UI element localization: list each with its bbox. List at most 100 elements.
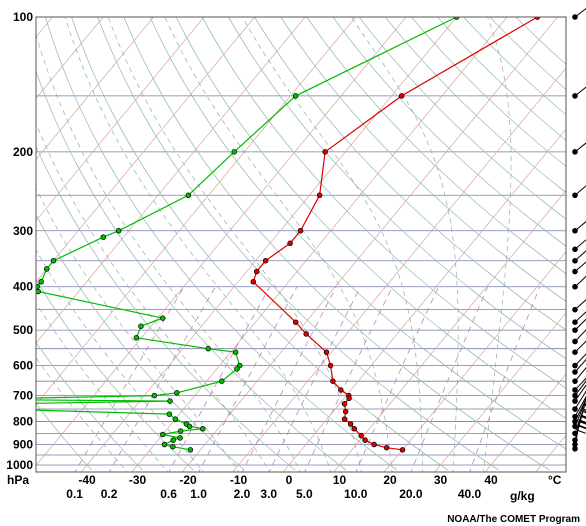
moist-adiabat-line bbox=[107, 17, 362, 472]
wind-barb-flag bbox=[582, 409, 586, 412]
dewpoint-point bbox=[138, 323, 144, 329]
pressure-tick-label: 500 bbox=[13, 323, 33, 337]
dewpoint-point bbox=[133, 335, 140, 341]
dry-adiabat-line bbox=[149, 17, 566, 450]
mixing-ratio-line bbox=[198, 286, 298, 472]
dry-adiabat-line bbox=[123, 17, 550, 471]
temperature-point bbox=[262, 257, 269, 264]
temperature-tick-label: 20 bbox=[383, 473, 397, 487]
wind-barb-station bbox=[572, 445, 578, 452]
wind-barb-staff bbox=[574, 185, 586, 196]
dewpoint-point bbox=[4, 401, 9, 406]
dewpoint-point bbox=[151, 392, 158, 399]
wind-barb bbox=[572, 311, 586, 325]
dewpoint-point bbox=[115, 228, 122, 234]
chart-grid bbox=[36, 17, 566, 472]
mixing-ratio-tick-label: 2.0 bbox=[234, 487, 251, 501]
temperature-point bbox=[253, 268, 260, 275]
wind-barb-flag bbox=[583, 403, 586, 406]
dewpoint-point bbox=[187, 447, 194, 453]
wind-barb-staff bbox=[574, 340, 586, 353]
mixing-ratio-tick-label: 0.2 bbox=[101, 487, 118, 501]
temperature-point bbox=[292, 319, 299, 325]
dewpoint-point bbox=[234, 366, 240, 372]
moist-adiabat-line bbox=[36, 121, 271, 472]
wind-barb-flag bbox=[579, 420, 586, 424]
dewpoint-point bbox=[200, 425, 206, 432]
moist-adiabat-line bbox=[241, 17, 423, 472]
wind-barb bbox=[572, 384, 586, 404]
moist-adiabat-line bbox=[36, 357, 128, 472]
wind-barb bbox=[572, 221, 586, 234]
wind-barb bbox=[572, 340, 586, 355]
mixing-ratio-tick-label: 10.0 bbox=[344, 487, 368, 501]
mixing-ratio-tick-label: 0.6 bbox=[160, 487, 177, 501]
temperature-tick-label: 10 bbox=[333, 473, 347, 487]
dry-adiabat-line bbox=[358, 17, 566, 220]
dry-adiabat-line bbox=[437, 17, 566, 141]
moist-adiabat-line bbox=[36, 187, 240, 472]
dry-adiabat-line bbox=[36, 70, 347, 471]
temperature-point bbox=[371, 441, 377, 448]
wind-barb bbox=[572, 390, 586, 412]
dry-adiabat-line bbox=[45, 17, 398, 471]
wind-barb-staff bbox=[574, 275, 586, 288]
dewpoint-point bbox=[232, 349, 239, 355]
mixing-ratio-tick-label: 40.0 bbox=[458, 487, 482, 501]
temperature-point bbox=[338, 387, 344, 393]
isotherm-line bbox=[131, 17, 508, 472]
wind-barb-staff bbox=[574, 311, 586, 323]
dewpoint-point bbox=[170, 437, 176, 443]
dewpoint-point bbox=[161, 441, 168, 448]
dewpoint-point bbox=[159, 315, 166, 321]
pressure-tick-label: 100 bbox=[13, 10, 33, 24]
dry-adiabat-line bbox=[175, 17, 566, 419]
mixing-ratio-line bbox=[355, 286, 439, 472]
temperature-point bbox=[358, 432, 364, 439]
mixing-ratio-axis-label: g/kg bbox=[510, 489, 535, 503]
wind-barb bbox=[572, 142, 586, 155]
dewpoint-point bbox=[186, 423, 193, 430]
dewpoint-point bbox=[219, 378, 225, 384]
temperature-tick-label: 40 bbox=[484, 473, 498, 487]
dry-adiabat-line bbox=[228, 17, 566, 360]
dry-adiabat-line bbox=[36, 341, 143, 471]
credit-text: NOAA/The COMET Program bbox=[447, 514, 580, 525]
temperature-point bbox=[303, 331, 309, 337]
pressure-tick-label: 200 bbox=[13, 145, 33, 159]
wind-barb bbox=[572, 367, 586, 384]
isotherm-line bbox=[36, 17, 356, 405]
pressure-tick-label: 1000 bbox=[6, 458, 33, 472]
dewpoint-point bbox=[159, 431, 166, 438]
wind-barb-staff bbox=[574, 318, 586, 331]
moist-adiabat-line bbox=[351, 17, 459, 472]
dry-adiabat-line bbox=[489, 17, 566, 90]
wind-barb-staff bbox=[574, 7, 586, 18]
pressure-tick-label: 700 bbox=[13, 389, 33, 403]
wind-barb-staff bbox=[574, 239, 586, 250]
temperature-tick-labels: -40 -30 -20 -10 0 10 20 30 40 bbox=[78, 473, 498, 487]
temperature-point bbox=[351, 425, 358, 432]
pressure-tick-label: 300 bbox=[13, 224, 33, 238]
mixing-ratio-line bbox=[268, 286, 361, 472]
wind-barb-flag bbox=[577, 429, 586, 434]
temperature-tick-label: -10 bbox=[230, 473, 248, 487]
temperature-point bbox=[399, 447, 406, 453]
temperature-point bbox=[398, 93, 405, 99]
dry-adiabat-line bbox=[306, 17, 566, 275]
dewpoint-point bbox=[36, 288, 41, 295]
wind-barb bbox=[572, 419, 586, 452]
mixing-ratio-tick-label: 1.0 bbox=[190, 487, 207, 501]
mixing-ratio-tick-label: 0.1 bbox=[66, 487, 83, 501]
dry-adiabat-line bbox=[463, 17, 566, 116]
temperature-point bbox=[330, 378, 336, 384]
wind-barb-flag bbox=[579, 421, 586, 425]
mixing-ratio-line bbox=[304, 286, 393, 472]
dry-adiabat-line bbox=[384, 17, 566, 194]
chart-series bbox=[4, 17, 541, 453]
wind-barb-flag bbox=[580, 415, 586, 419]
mixing-ratio-line bbox=[74, 286, 185, 472]
temperature-point bbox=[316, 192, 323, 199]
isotherm-line bbox=[36, 17, 154, 161]
dewpoint-point bbox=[172, 416, 179, 422]
